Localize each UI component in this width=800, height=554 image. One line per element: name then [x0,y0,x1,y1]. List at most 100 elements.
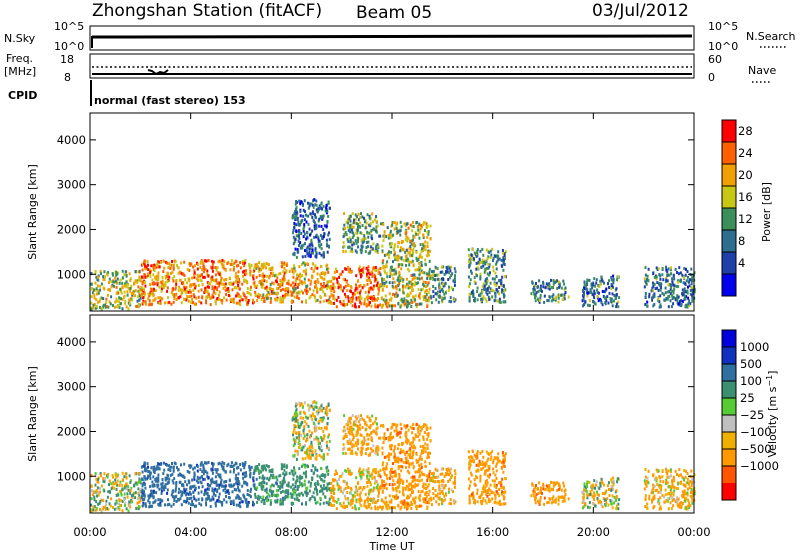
scatter-cell [269,286,271,290]
scatter-cell [659,286,662,289]
scatter-cell [364,492,367,496]
scatter-cell [223,260,226,264]
scatter-cell [410,476,413,479]
scatter-cell [338,282,340,286]
scatter-cell [242,261,244,265]
scatter-cell [305,451,308,455]
scatter-cell [643,277,646,281]
scatter-cell [328,433,330,437]
scatter-cell [145,302,147,306]
scatter-cell [127,509,130,513]
scatter-cell [387,256,390,260]
scatter-cell [480,291,483,295]
scatter-cell [295,213,298,217]
scatter-cell [229,470,232,474]
scatter-cell [583,280,586,284]
scatter-cell [138,500,141,504]
scatter-cell [223,296,226,300]
scatter-cell [366,470,369,474]
scatter-cell [355,443,358,447]
scatter-cell [610,283,613,286]
scatter-cell [202,265,205,269]
scatter-cell [360,269,362,272]
scatter-cell [391,292,394,296]
scatter-cell [305,449,308,453]
scatter-cell [339,284,342,288]
scatter-cell [366,447,369,451]
scatter-cell [196,267,199,271]
colorbar-tick-label: 4 [738,256,745,270]
scatter-cell [661,273,664,277]
scatter-cell [677,285,680,289]
scatter-cell [326,242,328,246]
scatter-cell [396,293,399,297]
scatter-cell [370,472,373,476]
scatter-cell [209,498,212,502]
scatter-cell [340,504,343,508]
scatter-cell [388,274,391,278]
scatter-cell [272,490,275,494]
scatter-cell [325,408,328,412]
scatter-cell [557,280,560,284]
scatter-cell [419,466,422,470]
scatter-cell [306,245,309,249]
scatter-cell [287,282,290,286]
scatter-cell [292,213,295,217]
scatter-cell [375,215,377,218]
scatter-cell [406,257,409,261]
scatter-cell [592,300,595,304]
scatter-cell [382,303,384,307]
scatter-cell [399,246,402,250]
scatter-cell [375,298,378,302]
scatter-cell [359,502,362,506]
scatter-cell [153,483,156,487]
scatter-cell [349,451,352,455]
scatter-cell [616,278,619,282]
scatter-cell [424,240,427,244]
scatter-cell [362,486,365,489]
scatter-cell [427,451,430,455]
scatter-cell [205,501,207,505]
scatter-cell [192,491,195,494]
scatter-cell [118,296,121,300]
scatter-cell [686,270,689,273]
scatter-cell [222,282,225,286]
scatter-cell [115,493,118,497]
scatter-cell [296,285,299,289]
scatter-cell [268,494,271,498]
scatter-cell [314,266,317,270]
scatter-cell [300,421,303,425]
scatter-cell [94,281,97,285]
scatter-cell [142,296,144,299]
scatter-cell [477,260,480,264]
scatter-cell [345,280,348,284]
scatter-cell [388,281,391,285]
scatter-cell [328,295,331,299]
scatter-cell [128,298,131,302]
scatter-cell [352,225,355,229]
scatter-cell [395,287,398,291]
scatter-cell [130,284,133,288]
scatter-cell [180,463,182,467]
scatter-cell [660,282,663,286]
scatter-cell [115,481,118,485]
scatter-cell [179,497,182,501]
scatter-cell [343,446,346,450]
scatter-cell [166,488,169,492]
scatter-cell [489,281,492,285]
scatter-cell [388,444,391,448]
scatter-cell [164,281,167,285]
scatter-cell [320,408,323,412]
scatter-cell [319,502,322,506]
scatter-cell [138,292,141,296]
scatter-cell [304,456,307,460]
scatter-cell [188,497,191,501]
scatter-cell [343,488,346,492]
scatter-cell [324,411,327,415]
scatter-cell [123,290,126,294]
scatter-cell [147,465,149,469]
scatter-cell [376,507,379,511]
scatter-cell [115,298,118,302]
scatter-cell [342,429,345,433]
scatter-cell [611,304,614,308]
